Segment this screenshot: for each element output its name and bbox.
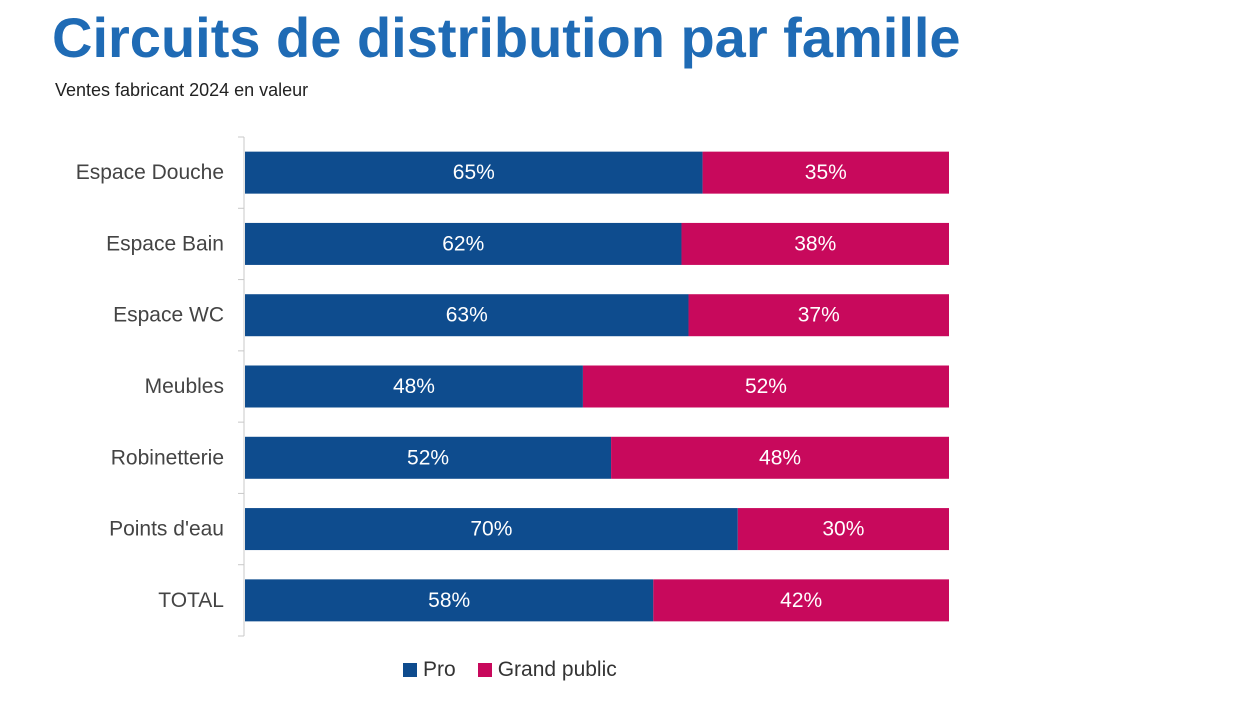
- bar-grand-public-espace-douche: [702, 151, 949, 194]
- data-label-pro-espace-wc: 63%: [446, 304, 488, 327]
- data-label-pro-points-d-eau: 70%: [470, 518, 512, 541]
- bar-grand-public-total: [653, 579, 949, 622]
- category-label-espace-wc: Espace WC: [113, 304, 224, 327]
- legend-swatch-pro: [403, 663, 417, 677]
- bar-pro-meubles: [245, 365, 583, 408]
- legend-swatch-grand-public: [477, 663, 492, 677]
- data-label-grand-public-espace-bain: 38%: [794, 232, 836, 255]
- bar-pro-espace-douche: [245, 151, 703, 194]
- bar-pro-total: [245, 579, 654, 622]
- bar-pro-espace-wc: [245, 294, 689, 337]
- data-label-grand-public-robinetterie: 48%: [759, 446, 801, 469]
- category-label-total: TOTAL: [158, 589, 224, 612]
- chart-title: Circuits de distribution par famille: [52, 6, 961, 69]
- category-label-robinetterie: Robinetterie: [111, 446, 224, 469]
- bar-pro-espace-bain: [245, 222, 682, 265]
- data-label-grand-public-espace-wc: 37%: [798, 304, 840, 327]
- legend-label-pro: Pro: [423, 658, 456, 681]
- data-label-pro-espace-douche: 65%: [453, 161, 495, 184]
- bar-pro-robinetterie: [245, 436, 612, 479]
- data-label-grand-public-total: 42%: [780, 589, 822, 612]
- category-label-espace-bain: Espace Bain: [106, 232, 224, 255]
- data-label-grand-public-meubles: 52%: [745, 375, 787, 398]
- legend: Pro Grand public: [403, 658, 639, 682]
- category-label-meubles: Meubles: [145, 375, 224, 398]
- bar-pro-points-d-eau: [245, 508, 738, 551]
- bar-grand-public-meubles: [582, 365, 949, 408]
- bar-grand-public-robinetterie: [611, 436, 949, 479]
- data-label-grand-public-espace-douche: 35%: [805, 161, 847, 184]
- data-label-grand-public-points-d-eau: 30%: [822, 518, 864, 541]
- data-label-pro-total: 58%: [428, 589, 470, 612]
- bar-grand-public-points-d-eau: [737, 508, 949, 551]
- category-label-points-d-eau: Points d'eau: [109, 518, 224, 541]
- legend-label-grand-public: Grand public: [497, 658, 617, 681]
- category-label-espace-douche: Espace Douche: [76, 161, 224, 184]
- legend-item-pro: Pro: [403, 658, 456, 682]
- data-label-pro-espace-bain: 62%: [442, 232, 484, 255]
- bar-grand-public-espace-wc: [688, 294, 949, 337]
- bar-grand-public-espace-bain: [681, 222, 949, 265]
- data-label-pro-robinetterie: 52%: [407, 446, 449, 469]
- data-label-pro-meubles: 48%: [393, 375, 435, 398]
- chart-subtitle: Ventes fabricant 2024 en valeur: [55, 80, 309, 100]
- legend-item-grand-public: Grand public: [477, 658, 617, 682]
